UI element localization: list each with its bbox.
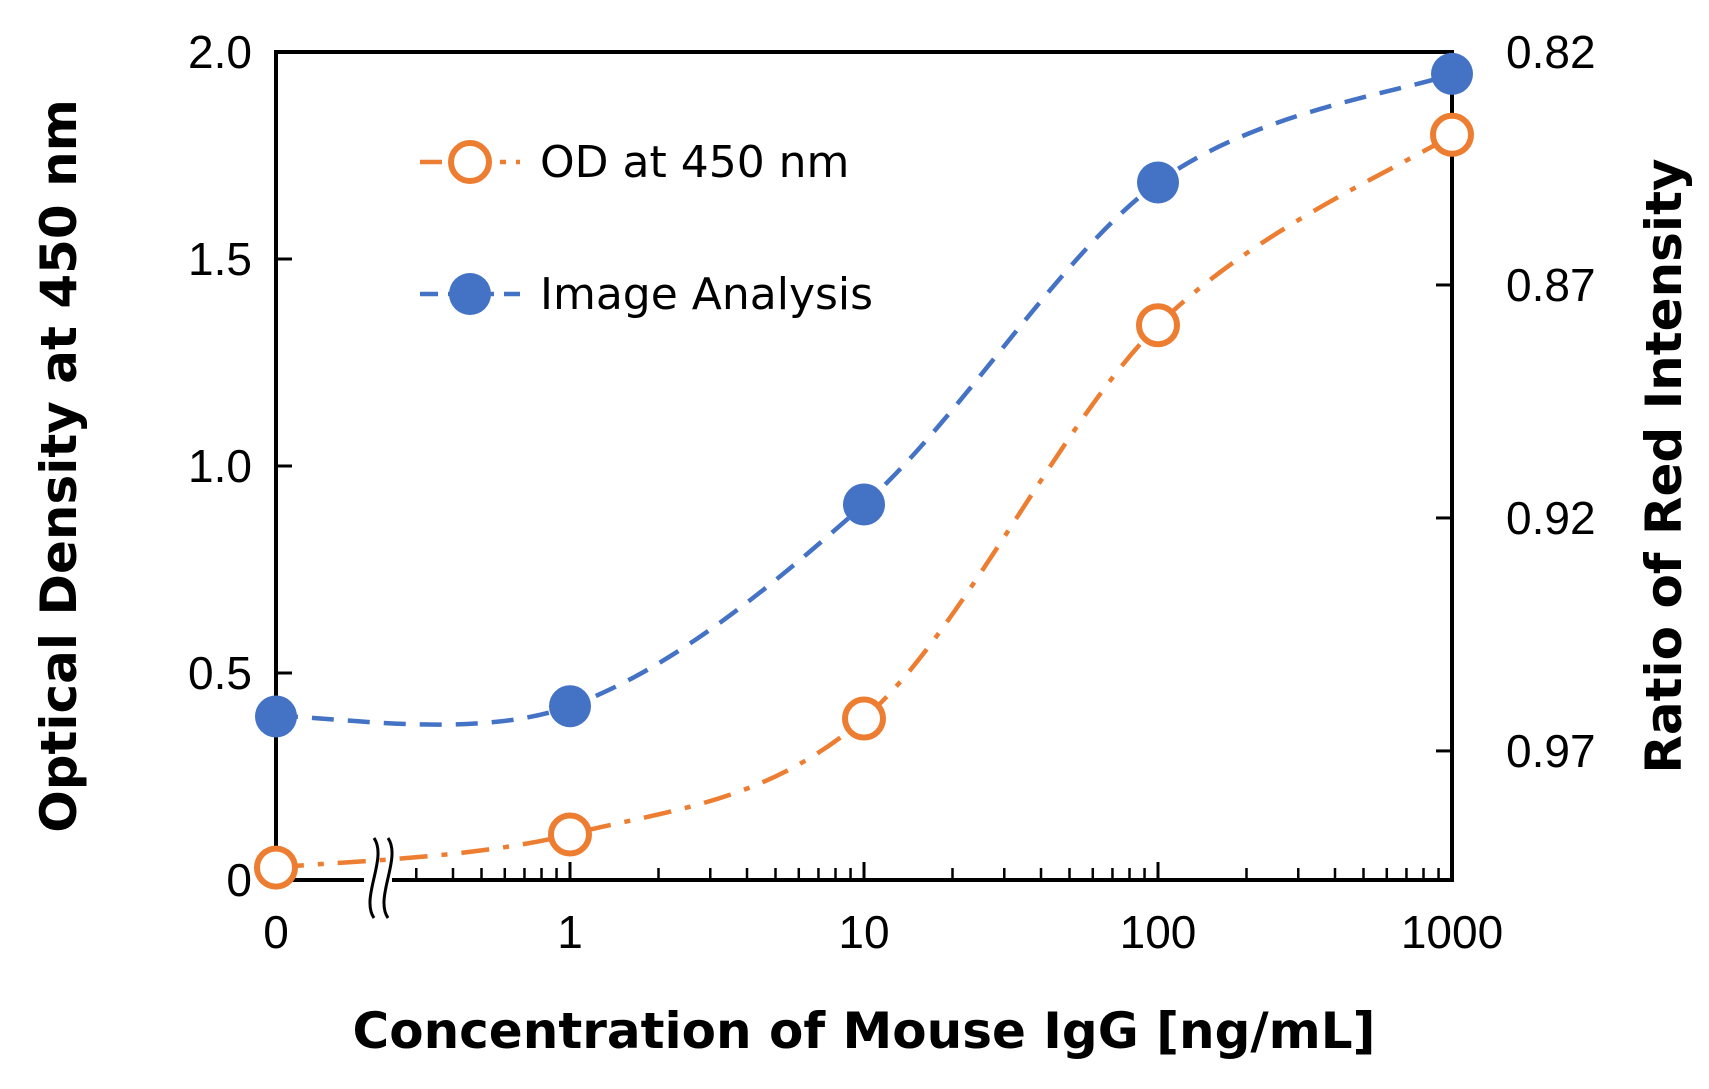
x-tick-label: 1 <box>557 906 583 958</box>
data-point-od-at-450-nm <box>1136 303 1180 348</box>
y-axis-title: Optical Density at 450 nm <box>30 99 88 833</box>
data-point-image-analysis <box>255 695 297 738</box>
x-tick-label: 1000 <box>1401 906 1503 958</box>
data-point-od-at-450-nm <box>548 812 592 857</box>
x-axis-title: Concentration of Mouse IgG [ng/mL] <box>353 1002 1376 1060</box>
y-tick-label: 0.5 <box>188 647 252 699</box>
data-point-image-analysis <box>549 685 591 728</box>
y-tick-label: 1.5 <box>188 233 252 285</box>
axis-break-line <box>368 837 380 919</box>
y-tick-label: 1.0 <box>188 440 252 492</box>
y2-axis-title: Ratio of Red Intensity <box>1635 158 1693 773</box>
plot-frame <box>274 50 1454 882</box>
series-layer <box>254 52 1474 890</box>
data-point-image-analysis <box>1137 161 1179 204</box>
x-tick-label: 100 <box>1120 906 1197 958</box>
y2-tick-label: 0.92 <box>1506 492 1596 544</box>
data-point-od-at-450-nm <box>1430 112 1474 157</box>
data-point-od-at-450-nm <box>254 845 298 890</box>
x-tick-label: 10 <box>838 906 889 958</box>
legend-label-image-analysis: Image Analysis <box>540 269 873 320</box>
y-tick-label: 2.0 <box>188 26 252 78</box>
y2-tick-label: 0.82 <box>1506 26 1596 78</box>
data-point-image-analysis <box>843 483 885 526</box>
y2-tick-label: 0.87 <box>1506 259 1596 311</box>
axis-break-line <box>382 837 394 919</box>
series-line-od-at-450-nm <box>275 132 1454 870</box>
y-tick-label: 0 <box>226 854 252 906</box>
y2-tick-label: 0.97 <box>1506 725 1596 777</box>
legend-marker-od-at-450-nm <box>448 140 492 184</box>
legend-label-od-at-450-nm: OD at 450 nm <box>540 137 849 188</box>
data-point-od-at-450-nm <box>842 696 886 741</box>
data-point-image-analysis <box>1431 52 1473 95</box>
axes-layer: 0 0.5 1.0 1.5 2.0 0.82 0.87 0.92 0.97 0 1 10 100 1000 <box>188 26 1595 958</box>
x-tick-label: 0 <box>263 906 289 958</box>
legend: OD at 450 nm Image Analysis <box>420 137 873 320</box>
legend-marker-image-analysis <box>449 273 491 315</box>
